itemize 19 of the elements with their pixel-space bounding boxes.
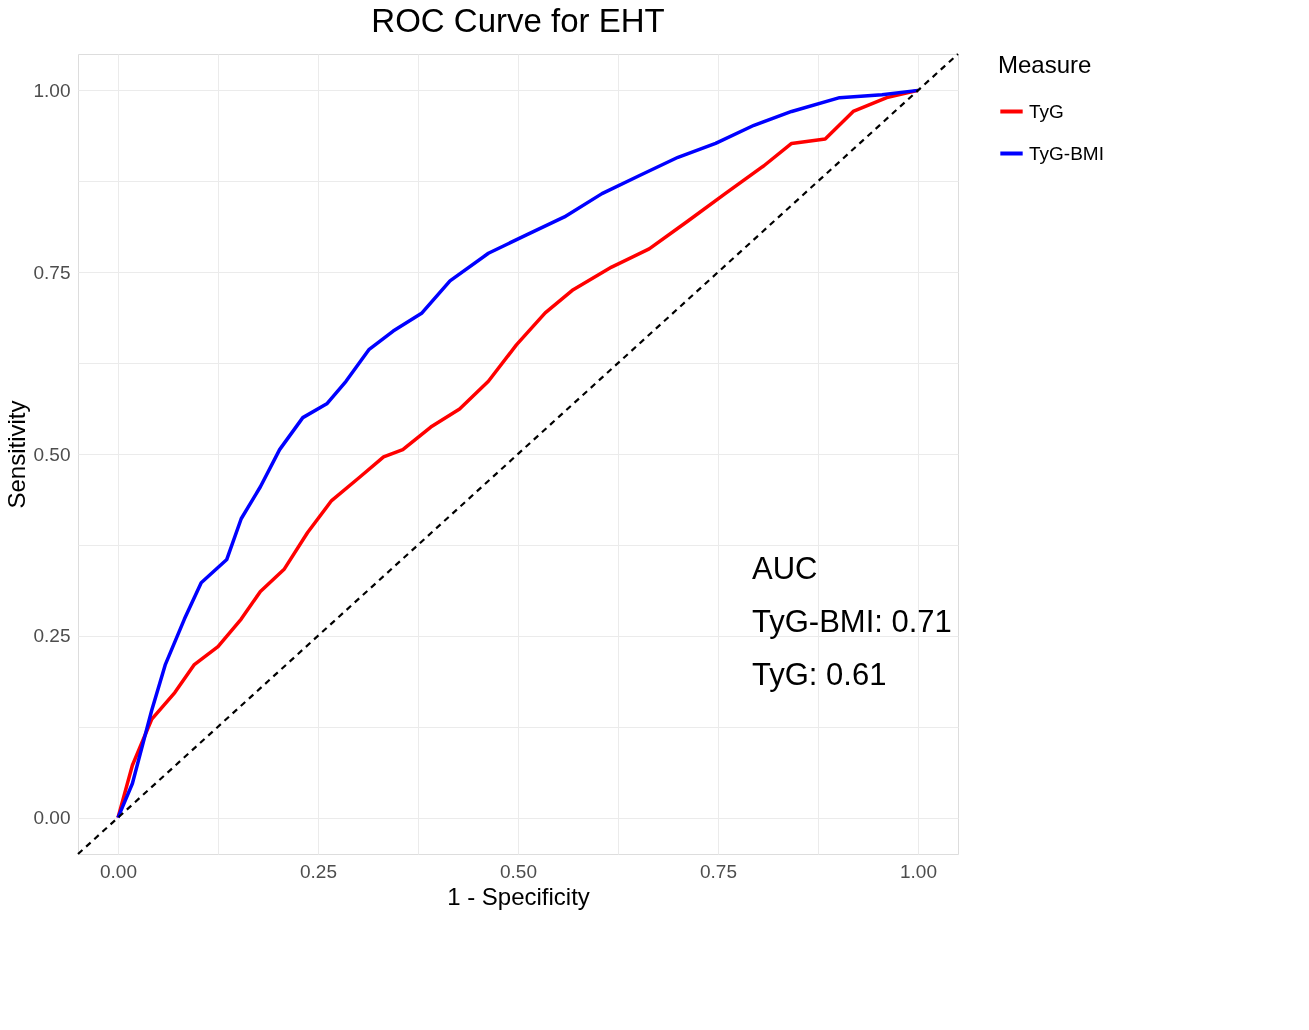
x-axis-title: 1 - Specificity (447, 882, 590, 910)
x-tick-label: 0.50 (500, 860, 537, 882)
x-tick-label: 0.25 (300, 860, 337, 882)
y-axis-title: Sensitivity (2, 400, 30, 509)
y-tick-label: 0.75 (33, 261, 71, 283)
legend-label: TyG-BMI (1029, 142, 1104, 164)
y-tick-label: 1.00 (33, 79, 71, 101)
x-tick-label: 0.75 (700, 860, 737, 882)
legend-title: Measure (998, 51, 1092, 78)
y-tick-label: 0.25 (33, 625, 71, 647)
y-tick-label: 0.50 (33, 443, 71, 465)
chart-title: ROC Curve for EHT (371, 1, 665, 39)
x-tick-label: 1.00 (900, 860, 937, 882)
annotation: AUC (752, 551, 818, 586)
x-tick-label: 0.00 (100, 860, 137, 882)
annotation: TyG-BMI: 0.71 (752, 604, 952, 639)
y-tick-label: 0.00 (33, 807, 71, 829)
legend-label: TyG (1029, 100, 1064, 122)
annotation: TyG: 0.61 (752, 657, 887, 692)
